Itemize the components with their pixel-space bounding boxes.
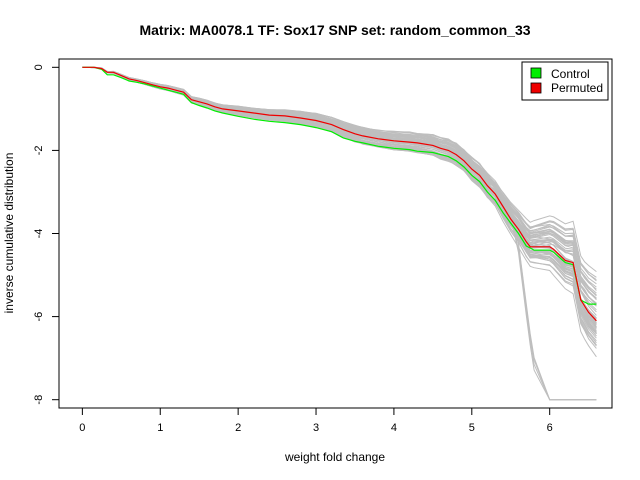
legend: Control Permuted	[521, 61, 609, 101]
x-tick-label: 2	[235, 422, 241, 434]
background-line	[82, 66, 597, 339]
legend-swatch-control	[530, 67, 542, 79]
background-line	[82, 66, 597, 305]
legend-swatch-permuted	[530, 82, 542, 94]
background-line	[82, 66, 597, 305]
x-axis-label: weight fold change	[284, 450, 385, 464]
y-axis: 0 -2 -4 -6 -8	[33, 64, 60, 405]
y-tick-label: -8	[33, 395, 45, 405]
x-tick-label: 1	[157, 422, 163, 434]
background-line	[82, 66, 597, 334]
x-tick-label: 0	[79, 422, 85, 434]
background-line	[82, 66, 597, 328]
background-line	[82, 66, 597, 335]
background-line	[82, 66, 597, 346]
series-line-control	[82, 66, 597, 305]
background-line	[82, 66, 597, 349]
background-line	[82, 66, 597, 305]
background-line	[82, 66, 597, 307]
background-line	[82, 66, 597, 334]
x-tick-label: 5	[469, 422, 475, 434]
background-line	[82, 66, 597, 332]
background-line	[82, 66, 597, 301]
x-tick-label: 4	[391, 422, 397, 434]
background-line	[82, 66, 597, 327]
legend-label-control: Control	[551, 67, 590, 81]
background-line	[82, 66, 597, 333]
background-line	[82, 66, 597, 358]
background-line	[82, 66, 597, 324]
y-tick-label: -6	[33, 312, 45, 322]
y-tick-label: -4	[33, 229, 45, 239]
y-tick-label: -2	[33, 146, 45, 156]
background-permutation-lines	[82, 66, 597, 401]
background-line	[82, 66, 597, 346]
background-line	[82, 66, 597, 324]
background-line	[82, 66, 597, 316]
series-line-permuted	[82, 66, 597, 322]
background-line	[82, 66, 597, 347]
chart-title: Matrix: MA0078.1 TF: Sox17 SNP set: rand…	[139, 22, 530, 38]
background-line	[82, 66, 597, 306]
legend-label-permuted: Permuted	[551, 81, 603, 95]
background-line	[82, 66, 597, 337]
background-line	[82, 66, 597, 329]
background-line	[82, 66, 597, 319]
background-line	[82, 66, 597, 326]
background-line	[82, 66, 597, 335]
background-line	[82, 66, 597, 300]
background-line	[82, 66, 597, 300]
background-line	[82, 66, 597, 311]
background-line	[82, 66, 597, 299]
background-line	[82, 66, 597, 324]
background-line	[82, 66, 597, 313]
x-axis: 0 1 2 3 4 5 6	[79, 407, 553, 434]
background-line	[82, 66, 597, 325]
background-line	[82, 66, 597, 322]
background-line	[82, 66, 597, 330]
x-tick-label: 6	[547, 422, 553, 434]
background-line	[82, 66, 597, 342]
series-lines	[82, 66, 597, 322]
background-line	[82, 66, 597, 319]
background-line	[82, 66, 597, 344]
y-axis-label: inverse cumulative distribution	[2, 153, 16, 314]
background-line	[82, 66, 597, 320]
x-tick-label: 3	[313, 422, 319, 434]
y-tick-label: 0	[33, 64, 45, 70]
background-line	[82, 66, 597, 328]
background-line	[82, 66, 597, 334]
background-line	[82, 66, 597, 304]
background-line	[82, 66, 597, 337]
